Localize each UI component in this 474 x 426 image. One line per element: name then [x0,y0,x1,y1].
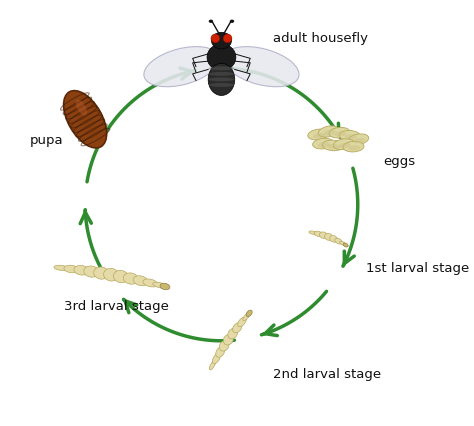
Ellipse shape [209,78,234,81]
Ellipse shape [319,232,328,239]
Ellipse shape [54,265,69,271]
Ellipse shape [323,130,335,135]
Ellipse shape [230,20,234,23]
Ellipse shape [329,127,350,138]
Ellipse shape [211,34,220,43]
Ellipse shape [76,100,87,115]
Ellipse shape [228,328,237,339]
Ellipse shape [160,283,170,290]
Ellipse shape [224,46,299,87]
Ellipse shape [345,134,357,140]
Ellipse shape [210,360,216,370]
Ellipse shape [223,334,233,345]
Ellipse shape [74,265,89,275]
Ellipse shape [223,34,232,43]
Ellipse shape [348,134,369,145]
Ellipse shape [113,271,128,283]
Ellipse shape [233,323,242,333]
Ellipse shape [330,236,337,242]
Ellipse shape [335,238,342,244]
Ellipse shape [94,267,109,279]
Ellipse shape [153,282,167,288]
Ellipse shape [64,265,79,273]
Ellipse shape [313,133,325,138]
Ellipse shape [143,279,158,287]
Text: adult housefly: adult housefly [273,32,367,45]
Ellipse shape [348,145,360,150]
Ellipse shape [246,310,252,317]
Ellipse shape [314,231,322,236]
Ellipse shape [212,354,220,363]
Ellipse shape [340,242,347,246]
Ellipse shape [309,231,317,234]
Ellipse shape [144,46,219,87]
Ellipse shape [243,312,251,321]
Ellipse shape [104,268,118,281]
Ellipse shape [322,140,343,151]
Ellipse shape [334,131,346,137]
Ellipse shape [237,317,246,327]
Ellipse shape [209,72,234,76]
Ellipse shape [343,141,364,152]
Ellipse shape [338,143,351,148]
Ellipse shape [123,273,138,284]
Ellipse shape [343,243,348,247]
Text: eggs: eggs [383,155,415,168]
Ellipse shape [313,138,334,149]
Ellipse shape [318,142,330,147]
Ellipse shape [325,233,333,240]
Text: 1st larval stage: 1st larval stage [366,262,470,275]
Ellipse shape [211,32,231,49]
Ellipse shape [328,144,340,149]
Text: 2nd larval stage: 2nd larval stage [273,368,381,381]
Ellipse shape [216,347,225,357]
Ellipse shape [208,63,235,95]
Ellipse shape [318,126,339,137]
Ellipse shape [207,44,236,71]
Ellipse shape [339,130,360,141]
Ellipse shape [219,340,229,351]
Ellipse shape [333,139,354,150]
Text: 3rd larval stage: 3rd larval stage [64,300,169,313]
Text: pupa: pupa [30,134,64,147]
Ellipse shape [64,91,107,148]
Ellipse shape [133,276,148,285]
Ellipse shape [209,20,213,23]
Ellipse shape [353,138,365,144]
Ellipse shape [308,129,328,140]
Ellipse shape [209,83,234,87]
Ellipse shape [209,66,234,70]
Ellipse shape [84,266,99,277]
